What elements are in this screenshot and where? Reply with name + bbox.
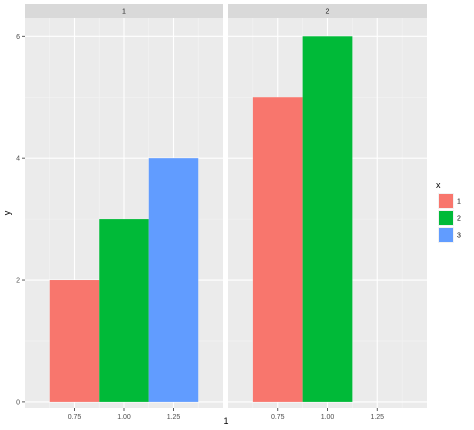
x-tick-label: 1.00 — [117, 414, 131, 421]
legend-swatch — [439, 228, 453, 242]
x-tick-label: 1.00 — [321, 414, 335, 421]
bar-facet2-group1 — [252, 97, 303, 402]
bar-facet2-group2 — [302, 36, 353, 402]
panels: 1 0.75 1.00 1.25 2 0.75 1.00 1.25 — [25, 4, 427, 421]
legend-label: 3 — [457, 233, 461, 240]
legend-swatch — [439, 194, 453, 208]
y-tick-label: 6 — [16, 34, 20, 41]
y-tick-label: 2 — [16, 278, 20, 285]
legend-label: 2 — [457, 216, 461, 223]
x-tick-label: 1.25 — [167, 414, 181, 421]
strip-label: 2 — [326, 9, 330, 16]
bar-facet1-group3 — [148, 158, 199, 402]
legend-entry-3: 3 — [438, 227, 461, 243]
y-tick-label: 0 — [16, 399, 20, 406]
strip-background — [25, 4, 223, 18]
x-tick-label: 0.75 — [271, 414, 285, 421]
legend-title: x — [436, 180, 441, 190]
y-tick-label: 4 — [16, 156, 20, 163]
legend: x 1 2 3 — [436, 180, 461, 243]
strip-background — [228, 4, 427, 18]
y-axis-title: y — [2, 210, 12, 215]
bar-facet1-group1 — [49, 280, 100, 402]
x-tick-label: 1.25 — [370, 414, 384, 421]
facet-panel-1: 1 0.75 1.00 1.25 — [25, 4, 223, 421]
y-axis: 0 2 4 6 — [16, 34, 25, 406]
legend-entry-1: 1 — [438, 193, 461, 209]
strip-label: 1 — [122, 9, 126, 16]
x-axis-title: 1 — [223, 416, 228, 426]
legend-entry-2: 2 — [438, 210, 461, 226]
legend-label: 1 — [457, 199, 461, 206]
facet-panel-2: 2 0.75 1.00 1.25 — [228, 4, 427, 421]
legend-swatch — [439, 211, 453, 225]
x-tick-label: 0.75 — [68, 414, 82, 421]
bar-facet1-group2 — [99, 219, 149, 402]
